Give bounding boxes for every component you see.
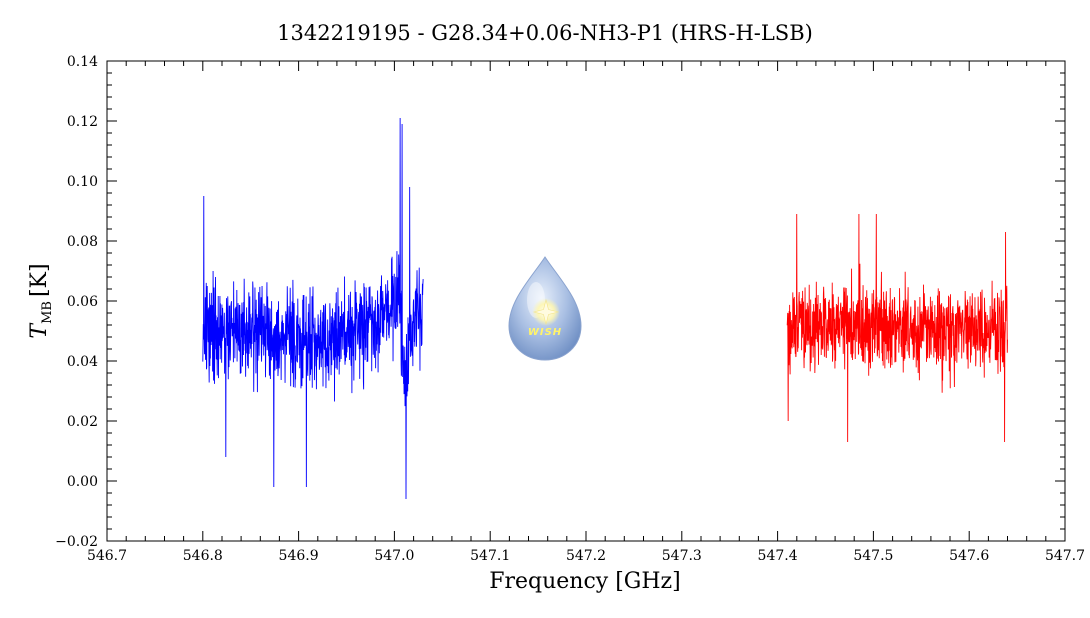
x-tick-label: 547.6 (949, 548, 989, 564)
y-tick-label: 0.06 (67, 294, 98, 310)
y-tick-label: 0.02 (67, 414, 98, 430)
axis-ticks (106, 60, 1066, 542)
x-tick-label: 547.2 (566, 548, 606, 564)
chart-title: 1342219195 - G28.34+0.06-NH3-P1 (HRS-H-L… (277, 21, 813, 45)
x-tick-labels: 546.7 546.8 546.9 547.0 547.1 547.2 547.3 547.4… (87, 548, 1085, 564)
series-line-2 (786, 213, 1008, 443)
x-tick-label: 547.4 (758, 548, 798, 564)
x-tick-label: 547.1 (470, 548, 510, 564)
x-tick-label: 546.7 (87, 548, 127, 564)
y-axis-title-subscript: MB (40, 301, 55, 324)
wish-logo: WISH (508, 256, 582, 361)
x-axis-title: Frequency [GHz] (489, 569, 681, 594)
y-axis-title-unit: [K] (27, 263, 52, 297)
series-line-1 (202, 117, 424, 500)
y-tick-label: 0.10 (67, 174, 98, 190)
y-axis-title-symbol: T (27, 322, 52, 339)
tick-marks (106, 60, 1066, 542)
y-tick-label: 0.00 (67, 474, 98, 490)
y-axis-title: TMB [K] (27, 263, 55, 338)
y-tick-label: 0.08 (67, 234, 98, 250)
x-tick-label: 547.5 (853, 548, 893, 564)
y-tick-label: 0.12 (67, 114, 98, 130)
plot-frame (106, 60, 1066, 542)
wish-star-icon (532, 298, 560, 326)
x-tick-label: 547.3 (662, 548, 702, 564)
y-tick-label: 0.04 (67, 354, 98, 370)
y-tick-labels: −0.02 0.00 0.02 0.04 0.06 0.08 0.10 0.12 0.14 (55, 54, 98, 550)
x-tick-label: 546.8 (183, 548, 223, 564)
x-tick-label: 547.0 (374, 548, 414, 564)
y-tick-label: 0.14 (67, 54, 98, 70)
x-tick-label: 546.9 (279, 548, 319, 564)
series-layer (202, 117, 1008, 500)
x-tick-label: 547.7 (1045, 548, 1085, 564)
y-tick-label: −0.02 (55, 534, 98, 550)
wish-logo-text: WISH (528, 327, 562, 338)
